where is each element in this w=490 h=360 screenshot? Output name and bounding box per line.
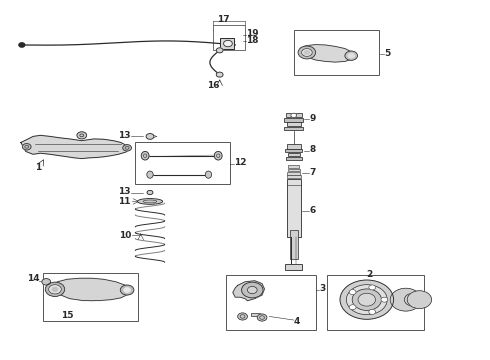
Circle shape bbox=[291, 113, 296, 117]
Circle shape bbox=[19, 43, 25, 47]
Circle shape bbox=[120, 285, 134, 295]
Bar bbox=[287, 144, 300, 149]
Bar bbox=[288, 153, 300, 157]
Circle shape bbox=[52, 287, 58, 292]
Text: 10: 10 bbox=[119, 231, 131, 240]
Text: 1: 1 bbox=[35, 163, 41, 172]
Circle shape bbox=[45, 282, 65, 296]
Circle shape bbox=[49, 285, 61, 294]
Circle shape bbox=[147, 190, 153, 195]
Bar bbox=[294, 30, 379, 75]
Circle shape bbox=[348, 53, 355, 58]
Text: 5: 5 bbox=[384, 49, 390, 58]
Circle shape bbox=[352, 289, 381, 310]
Circle shape bbox=[349, 289, 356, 294]
Bar bbox=[43, 273, 138, 321]
Circle shape bbox=[349, 305, 356, 310]
Text: 7: 7 bbox=[309, 168, 316, 177]
Text: 6: 6 bbox=[309, 206, 316, 215]
Bar bbox=[284, 118, 303, 122]
Text: 11: 11 bbox=[118, 197, 130, 206]
Circle shape bbox=[390, 288, 421, 311]
Ellipse shape bbox=[141, 152, 149, 160]
Ellipse shape bbox=[137, 199, 163, 204]
Circle shape bbox=[257, 314, 267, 321]
Circle shape bbox=[223, 40, 232, 47]
Bar bbox=[287, 179, 300, 237]
Bar bbox=[288, 169, 299, 171]
Circle shape bbox=[301, 49, 312, 57]
Bar bbox=[287, 175, 300, 178]
Ellipse shape bbox=[214, 152, 222, 160]
Bar bbox=[213, 24, 245, 50]
Circle shape bbox=[369, 285, 376, 290]
Bar bbox=[286, 113, 301, 117]
Bar bbox=[251, 313, 260, 316]
Text: 8: 8 bbox=[309, 145, 316, 154]
Bar bbox=[288, 165, 299, 168]
Polygon shape bbox=[52, 278, 130, 301]
Circle shape bbox=[123, 288, 130, 293]
Circle shape bbox=[298, 46, 316, 59]
Text: 19: 19 bbox=[246, 29, 259, 38]
Text: 14: 14 bbox=[27, 274, 39, 283]
Text: 13: 13 bbox=[118, 131, 130, 140]
Circle shape bbox=[345, 51, 358, 60]
Bar bbox=[286, 157, 301, 160]
Circle shape bbox=[346, 285, 387, 315]
Polygon shape bbox=[21, 135, 130, 158]
Circle shape bbox=[146, 134, 154, 139]
Circle shape bbox=[381, 297, 388, 302]
Text: 9: 9 bbox=[309, 114, 316, 123]
Ellipse shape bbox=[147, 171, 153, 178]
Circle shape bbox=[247, 287, 257, 294]
Ellipse shape bbox=[205, 171, 212, 178]
Circle shape bbox=[404, 293, 422, 306]
Text: 4: 4 bbox=[294, 316, 300, 325]
Text: 13: 13 bbox=[118, 187, 130, 196]
Text: 18: 18 bbox=[246, 36, 258, 45]
Circle shape bbox=[407, 291, 432, 309]
Bar bbox=[285, 264, 302, 270]
Circle shape bbox=[238, 313, 247, 320]
Text: 3: 3 bbox=[319, 284, 325, 293]
Bar bbox=[285, 149, 302, 153]
Circle shape bbox=[42, 279, 50, 285]
Bar bbox=[327, 275, 424, 330]
Bar bbox=[220, 38, 234, 49]
Circle shape bbox=[358, 293, 375, 306]
Circle shape bbox=[369, 309, 376, 314]
Circle shape bbox=[216, 72, 223, 77]
Polygon shape bbox=[233, 281, 265, 301]
Circle shape bbox=[122, 145, 131, 151]
Circle shape bbox=[23, 144, 31, 150]
Circle shape bbox=[242, 282, 263, 298]
Circle shape bbox=[77, 132, 87, 139]
Circle shape bbox=[304, 50, 310, 55]
Polygon shape bbox=[301, 45, 355, 62]
Circle shape bbox=[340, 280, 393, 319]
Bar bbox=[135, 143, 230, 184]
Text: 15: 15 bbox=[61, 311, 74, 320]
Text: 17: 17 bbox=[217, 15, 229, 24]
Bar bbox=[285, 127, 303, 130]
Text: 2: 2 bbox=[366, 270, 372, 279]
Bar bbox=[287, 122, 300, 126]
Text: 12: 12 bbox=[234, 158, 247, 167]
Circle shape bbox=[216, 48, 223, 53]
Bar bbox=[225, 275, 316, 330]
Bar bbox=[290, 230, 297, 258]
Text: 16: 16 bbox=[207, 81, 220, 90]
Bar bbox=[288, 172, 300, 175]
